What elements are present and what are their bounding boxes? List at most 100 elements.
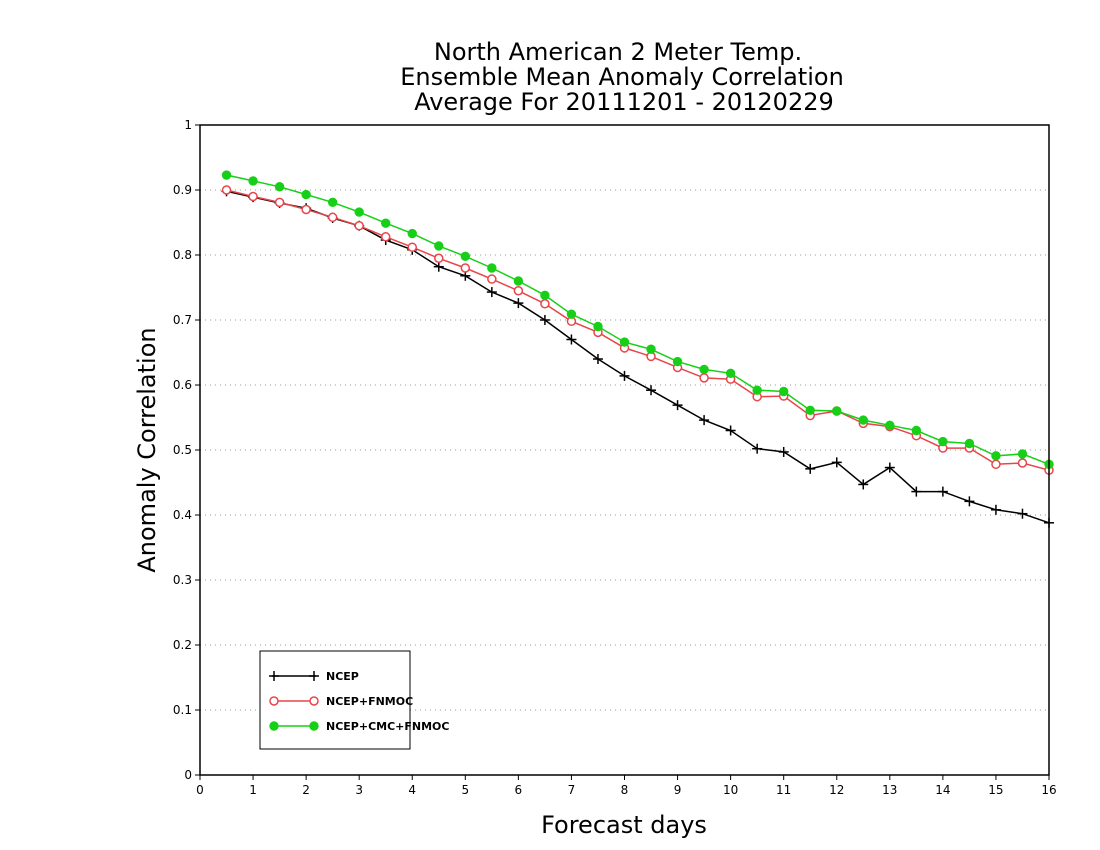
y-tick-label: 1 — [184, 118, 192, 132]
x-tick-label: 1 — [249, 783, 257, 797]
x-axis-label: Forecast days — [541, 811, 707, 839]
data-point — [593, 321, 603, 332]
legend-item: NCEP — [269, 670, 359, 683]
y-tick-label: 0.1 — [173, 703, 192, 717]
x-tick-label: 13 — [882, 783, 897, 797]
axis-ticks: 00.10.20.30.40.50.60.70.80.910 1 2 3 4 5 6 7 8 9 1… — [173, 118, 1057, 797]
data-point — [380, 232, 391, 242]
data-point — [619, 337, 630, 347]
x-tick-label: 5 — [461, 783, 469, 797]
data-point — [646, 344, 656, 354]
data-point — [487, 263, 497, 273]
data-point — [752, 385, 762, 395]
data-point — [858, 415, 868, 425]
y-tick-label: 0 — [184, 768, 192, 782]
data-point — [1017, 458, 1028, 468]
series-ncep — [221, 186, 1054, 528]
data-point — [699, 373, 709, 383]
series-ncep-cmc-fnmoc — [221, 170, 1054, 469]
data-point — [269, 721, 279, 731]
data-point — [301, 204, 311, 215]
x-tick-label: 4 — [408, 783, 416, 797]
data-point — [938, 436, 948, 447]
data-point — [487, 274, 497, 284]
legend-item: NCEP+FNMOC — [269, 695, 413, 708]
legend-box — [259, 650, 411, 750]
x-tick-label: 7 — [568, 783, 576, 797]
data-point — [991, 451, 1001, 461]
series-line — [226, 189, 1050, 471]
data-point — [699, 364, 709, 375]
series-line — [226, 190, 1050, 524]
title-line-3: Average For 20111201 - 20120229 — [414, 88, 834, 116]
x-tick-label: 11 — [776, 783, 791, 797]
data-point — [832, 406, 842, 416]
data-point — [1017, 449, 1028, 459]
x-tick-label: 9 — [674, 783, 682, 797]
data-point — [540, 299, 550, 309]
title-line-1: North American 2 Meter Temp. — [434, 38, 802, 66]
y-tick-label: 0.9 — [173, 183, 192, 197]
x-tick-label: 15 — [988, 783, 1003, 797]
data-point — [309, 696, 319, 706]
data-point — [274, 182, 285, 192]
x-tick-label: 8 — [621, 783, 629, 797]
y-tick-label: 0.8 — [173, 248, 192, 262]
y-tick-label: 0.3 — [173, 573, 192, 587]
data-point — [460, 251, 471, 261]
y-axis-label: Anomaly Correlation — [133, 327, 161, 572]
legend-label: NCEP+CMC+FNMOC — [326, 720, 449, 733]
data-point — [248, 191, 258, 202]
data-point — [221, 185, 232, 195]
grid — [200, 189, 1049, 711]
chart-title: North American 2 Meter Temp. Ensemble Me… — [400, 38, 844, 116]
data-point — [327, 212, 338, 223]
data-point — [407, 228, 417, 239]
x-tick-label: 2 — [302, 783, 310, 797]
y-tick-label: 0.5 — [173, 443, 192, 457]
x-tick-label: 6 — [515, 783, 523, 797]
data-point — [778, 386, 789, 397]
data-point — [434, 241, 444, 251]
x-tick-label: 16 — [1041, 783, 1056, 797]
title-line-2: Ensemble Mean Anomaly Correlation — [400, 63, 844, 91]
x-tick-label: 14 — [935, 783, 950, 797]
data-point — [309, 721, 319, 731]
data-point — [269, 696, 279, 706]
data-point — [805, 405, 815, 416]
y-tick-label: 0.6 — [173, 378, 192, 392]
data-point — [964, 438, 975, 449]
data-point — [301, 189, 311, 200]
x-tick-label: 0 — [196, 783, 204, 797]
data-point — [354, 221, 364, 231]
y-tick-label: 0.7 — [173, 313, 192, 327]
data-point — [248, 176, 258, 186]
data-point — [354, 207, 364, 217]
data-point — [725, 368, 736, 378]
data-point — [221, 170, 232, 180]
data-point — [407, 242, 417, 252]
x-tick-label: 12 — [829, 783, 844, 797]
data-point — [991, 459, 1001, 470]
data-point — [672, 356, 683, 367]
data-point — [274, 197, 285, 208]
x-tick-label: 10 — [723, 783, 738, 797]
data-point — [513, 276, 524, 286]
data-point — [434, 253, 444, 263]
legend: NCEP NCEP+FNMOC NCEP+CMC+FNMOC — [259, 650, 449, 750]
x-tick-label: 3 — [355, 783, 363, 797]
legend-item: NCEP+CMC+FNMOC — [269, 720, 449, 733]
series-ncep-fnmoc — [221, 185, 1054, 475]
data-point — [911, 425, 922, 436]
data-point — [885, 420, 895, 430]
data-point — [513, 286, 524, 296]
legend-label: NCEP — [326, 670, 359, 683]
y-tick-label: 0.4 — [173, 508, 192, 522]
series-layer — [221, 170, 1054, 528]
data-point — [327, 197, 338, 208]
data-point — [540, 290, 550, 300]
data-point — [381, 218, 391, 228]
data-point — [566, 309, 577, 319]
data-point — [460, 263, 471, 273]
